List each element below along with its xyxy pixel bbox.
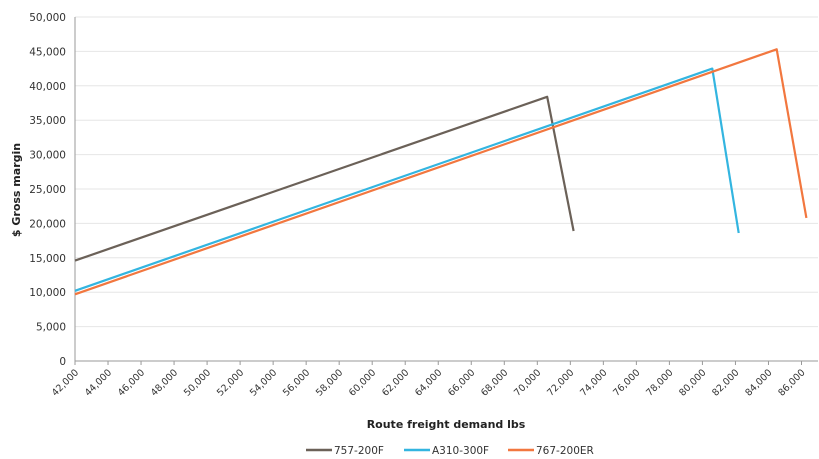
legend-label: A310-300F — [432, 445, 489, 457]
x-tick-label: 42,000 — [50, 367, 81, 398]
x-tick-label: 48,000 — [149, 367, 180, 398]
y-tick-label: 0 — [59, 356, 66, 368]
x-tick-label: 68,000 — [479, 367, 510, 398]
x-tick-label: 52,000 — [215, 367, 246, 398]
legend: 757-200F A310-300F 767-200ER — [306, 445, 594, 457]
series-line-757-200f — [74, 95, 575, 262]
y-tick-label: 45,000 — [29, 46, 66, 58]
x-tick-label: 78,000 — [644, 367, 675, 398]
y-axis-ticks: 0 5,000 10,000 15,000 20,000 25,000 30,000 35,0… — [29, 12, 66, 368]
y-tick-label: 20,000 — [29, 218, 66, 230]
y-tick-label: 50,000 — [29, 12, 66, 24]
series-lines — [74, 48, 808, 296]
x-tick-label: 84,000 — [743, 367, 774, 398]
x-tick-label: 44,000 — [83, 367, 114, 398]
y-tick-label: 30,000 — [29, 150, 66, 162]
y-tick-label: 40,000 — [29, 81, 66, 93]
x-tick-label: 82,000 — [710, 367, 741, 398]
y-tick-label: 15,000 — [29, 253, 66, 265]
y-tick-label: 25,000 — [29, 184, 66, 196]
legend-label: 767-200ER — [536, 445, 594, 457]
series-line-a310-300f — [74, 67, 740, 292]
x-tick-label: 46,000 — [116, 367, 147, 398]
axes — [74, 17, 818, 362]
x-axis-title: Route freight demand lbs — [367, 418, 526, 431]
x-tick-label: 74,000 — [578, 367, 609, 398]
series-line-767-200er — [74, 48, 808, 296]
y-tick-label: 5,000 — [36, 322, 66, 334]
x-tick-label: 80,000 — [677, 367, 708, 398]
y-tick-label: 10,000 — [29, 287, 66, 299]
x-tick-label: 86,000 — [776, 367, 807, 398]
x-tick-label: 56,000 — [281, 367, 312, 398]
x-tick-label: 50,000 — [182, 367, 213, 398]
x-tick-label: 60,000 — [347, 367, 378, 398]
x-tick-label: 64,000 — [413, 367, 444, 398]
x-tick-label: 58,000 — [314, 367, 345, 398]
x-tick-label: 66,000 — [446, 367, 477, 398]
legend-label: 757-200F — [334, 445, 384, 457]
x-tick-label: 54,000 — [248, 367, 279, 398]
y-axis-title: $ Gross margin — [10, 143, 23, 237]
x-axis-ticks: 42,000 44,000 46,000 48,000 50,000 52,000 54,0… — [50, 361, 808, 399]
gridlines — [75, 16, 818, 362]
y-tick-label: 35,000 — [29, 115, 66, 127]
x-tick-label: 70,000 — [512, 367, 543, 398]
x-tick-label: 76,000 — [611, 367, 642, 398]
x-tick-label: 72,000 — [545, 367, 576, 398]
x-tick-label: 62,000 — [380, 367, 411, 398]
